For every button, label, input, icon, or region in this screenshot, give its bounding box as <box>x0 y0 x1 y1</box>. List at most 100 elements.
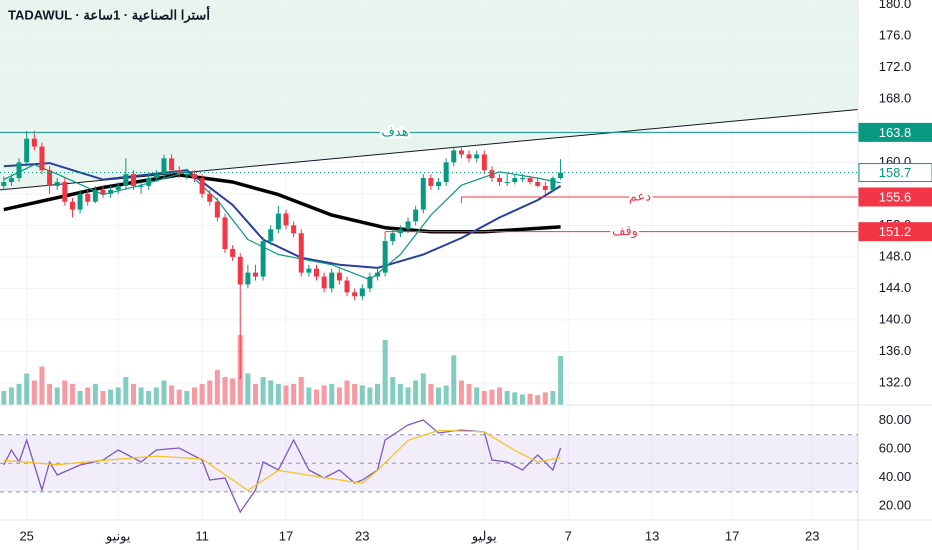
volume-bar <box>1 391 7 405</box>
volume-bar <box>443 385 449 405</box>
candle-body <box>481 154 487 171</box>
candle-body <box>237 256 243 285</box>
volume-bar <box>382 339 388 405</box>
candle-body <box>169 158 175 171</box>
volume-bar <box>451 355 457 405</box>
candle-body <box>100 189 106 194</box>
candle-body <box>54 182 60 186</box>
volume-bar <box>207 380 213 405</box>
candle-body <box>321 276 327 289</box>
volume-bar <box>115 387 121 405</box>
price-badge-label: 163.8 <box>879 125 912 140</box>
candle-body <box>260 241 266 277</box>
level-label: دعم <box>629 188 651 204</box>
candle-body <box>16 162 22 179</box>
candle-body <box>176 170 182 175</box>
candle-body <box>146 178 152 186</box>
volume-bar <box>550 391 556 405</box>
candle-body <box>458 150 464 155</box>
candle-body <box>474 154 480 159</box>
candle-body <box>39 146 45 171</box>
volume-bar <box>199 384 205 405</box>
volume-bar <box>245 373 251 405</box>
candle-body <box>108 189 114 194</box>
candle-body <box>504 182 510 184</box>
volume-bar <box>359 385 365 405</box>
volume-bar <box>519 394 525 405</box>
candle-body <box>230 248 236 257</box>
y-tick-label: 176.0 <box>879 28 912 43</box>
y-tick-label: 172.0 <box>879 59 912 74</box>
candle-body <box>138 185 144 187</box>
volume-bar <box>100 391 106 405</box>
candle-body <box>367 276 373 289</box>
candle-body <box>466 154 472 159</box>
price-badge <box>858 187 932 207</box>
candle-body <box>535 182 541 186</box>
x-tick-label: 11 <box>195 528 209 543</box>
y-tick-label: 168.0 <box>879 91 912 106</box>
candle-body <box>306 268 312 273</box>
volume-bar <box>352 384 358 405</box>
moving-average <box>3 162 562 269</box>
price-badge-label: 155.6 <box>879 189 912 204</box>
candle-body <box>222 217 228 249</box>
candle-body <box>85 193 91 202</box>
volume-bar <box>397 384 403 405</box>
candle-body <box>207 193 213 202</box>
volume-bar <box>69 384 75 405</box>
x-tick-label: يوليو <box>471 528 497 544</box>
volume-bar <box>54 387 60 405</box>
candle-body <box>314 268 320 277</box>
volume-bar <box>146 391 152 405</box>
x-tick-label: 25 <box>19 528 33 543</box>
volume-bar <box>123 377 129 405</box>
volume-bar <box>466 384 472 405</box>
volume-bar <box>77 391 83 405</box>
volume-bar <box>527 393 533 405</box>
candle-body <box>47 170 53 186</box>
candle-body <box>527 178 533 183</box>
candle-body <box>497 178 503 183</box>
volume-bar <box>375 384 381 405</box>
volume-bar <box>161 380 167 405</box>
volume-bar <box>504 391 510 405</box>
candle-body <box>214 201 220 218</box>
candle-body <box>489 170 495 179</box>
volume-bar <box>214 370 220 405</box>
volume-bar <box>428 384 434 405</box>
volume-bar <box>108 389 114 405</box>
volume-bar <box>481 391 487 405</box>
candle-body <box>428 178 434 186</box>
candle-body <box>8 178 14 183</box>
candle-body <box>115 185 121 190</box>
candle-body <box>1 182 7 186</box>
candle-body <box>199 178 205 194</box>
price-badge <box>858 222 932 242</box>
volume-bar <box>252 384 258 405</box>
candle-body <box>298 233 304 273</box>
candle-body <box>69 201 75 210</box>
candle-body <box>24 138 30 163</box>
candle-body <box>153 174 159 179</box>
candle-body <box>558 172 564 179</box>
chart-title: TADAWUL · أسترا الصناعية · 1ساعة <box>8 6 210 23</box>
x-tick-label: 23 <box>805 528 819 543</box>
volume-bar <box>85 387 91 405</box>
candle-body <box>329 272 335 289</box>
price-badge <box>858 163 932 183</box>
y-tick-label: 60.00 <box>879 440 912 455</box>
y-tick-label: 140.0 <box>879 311 912 326</box>
level-label: هدف <box>381 124 408 139</box>
volume-bar <box>184 391 190 405</box>
volume-bar <box>535 395 541 405</box>
moving-average <box>3 164 561 281</box>
volume-bar <box>542 392 548 405</box>
volume-bar <box>16 384 22 405</box>
candle-body <box>268 229 274 242</box>
x-tick-label: 17 <box>279 528 293 543</box>
candle-body <box>451 150 457 163</box>
volume-bar <box>47 384 53 405</box>
volume-bar <box>413 380 419 405</box>
